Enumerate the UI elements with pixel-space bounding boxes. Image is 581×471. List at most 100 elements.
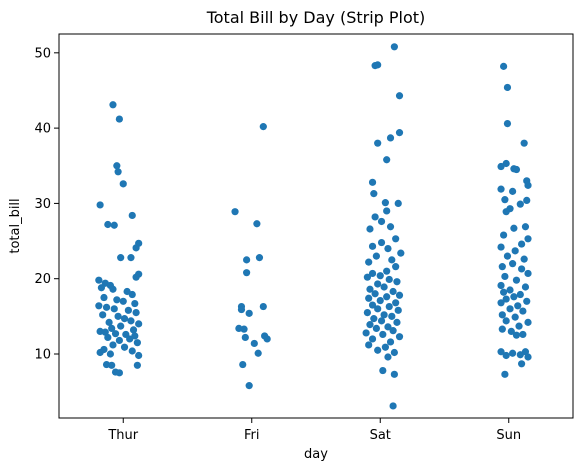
data-point [376, 296, 384, 305]
data-point [521, 223, 530, 231]
data-point [500, 231, 508, 239]
data-point [390, 348, 398, 357]
data-point [395, 129, 404, 137]
data-point [365, 294, 373, 302]
data-point [511, 313, 519, 321]
data-point [135, 320, 143, 328]
data-point [498, 325, 506, 333]
data-point [372, 252, 380, 260]
data-point [497, 299, 505, 307]
data-point [395, 333, 404, 341]
data-point [132, 244, 140, 252]
data-point [397, 249, 405, 257]
data-point [390, 43, 398, 51]
data-point [239, 360, 247, 369]
series-sun [497, 62, 532, 378]
y-axis-label: total_bill [8, 198, 23, 253]
data-point [110, 221, 118, 229]
data-point [114, 168, 122, 176]
data-point [381, 343, 389, 351]
y-axis: 10 20 30 40 50 [34, 46, 59, 363]
data-point [245, 382, 253, 390]
data-point [518, 240, 526, 248]
data-point [255, 254, 264, 262]
data-point [374, 280, 382, 288]
series-fri [231, 123, 271, 390]
data-point [363, 273, 371, 281]
data-point [377, 238, 386, 247]
x-tick-label-thur: Thur [107, 428, 138, 443]
data-point [104, 333, 112, 342]
data-point [497, 162, 505, 171]
data-point [500, 288, 508, 296]
data-point [109, 341, 117, 349]
data-point [502, 208, 510, 216]
data-point [374, 305, 382, 313]
data-point [117, 254, 125, 262]
data-point [100, 293, 108, 302]
data-point [514, 302, 522, 310]
data-point [377, 217, 386, 226]
data-point [501, 370, 509, 378]
points-layer [95, 43, 532, 410]
data-point [503, 83, 512, 92]
data-point [96, 348, 104, 357]
data-point [95, 276, 103, 284]
data-point [259, 302, 267, 311]
data-point [497, 348, 505, 356]
data-point [395, 291, 404, 299]
data-point [96, 201, 104, 209]
data-point [516, 290, 524, 299]
data-point [111, 330, 120, 338]
data-point [524, 235, 532, 243]
data-point [131, 299, 139, 308]
data-point [240, 325, 248, 333]
data-point [263, 335, 271, 343]
data-point [386, 223, 395, 231]
data-point [524, 318, 532, 326]
data-point [379, 366, 387, 375]
data-point [383, 207, 391, 215]
data-point [368, 301, 377, 309]
x-tick-label-fri: Fri [244, 428, 260, 443]
data-point [115, 115, 123, 123]
data-point [237, 305, 246, 314]
plot-area [58, 33, 574, 419]
y-tick-label: 30 [34, 197, 51, 212]
data-point [516, 200, 524, 208]
data-point [105, 318, 113, 326]
data-point [393, 318, 401, 326]
data-point [115, 336, 123, 345]
data-point [518, 265, 526, 273]
data-point [127, 317, 135, 325]
x-tick-label-sat: Sat [370, 428, 391, 443]
data-point [366, 285, 374, 293]
data-point [371, 290, 379, 298]
data-point [371, 213, 379, 221]
data-point [120, 315, 129, 323]
data-point [372, 324, 380, 332]
data-point [250, 339, 258, 348]
data-point [388, 256, 396, 264]
data-point [384, 244, 392, 253]
data-point [512, 331, 521, 339]
data-point [383, 156, 391, 164]
data-point [115, 369, 123, 377]
data-point [368, 242, 377, 250]
data-point [119, 297, 127, 305]
data-point [366, 321, 374, 329]
y-tick-label: 40 [34, 122, 51, 137]
data-point [128, 211, 136, 220]
data-point [254, 349, 262, 357]
data-point [389, 287, 397, 296]
data-point [133, 361, 141, 369]
data-point [129, 326, 138, 334]
data-point [392, 263, 400, 271]
data-point [394, 306, 402, 314]
data-point [368, 269, 377, 278]
data-point [370, 315, 378, 323]
data-point [520, 255, 528, 263]
data-point [97, 284, 106, 292]
